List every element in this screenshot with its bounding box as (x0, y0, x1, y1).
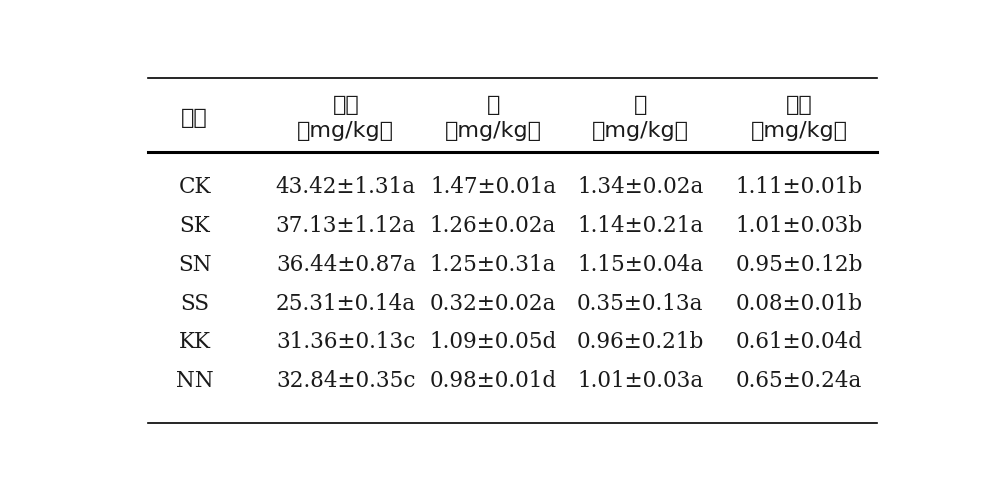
Text: 37.13±1.12a: 37.13±1.12a (276, 214, 416, 236)
Text: 0.65±0.24a: 0.65±0.24a (736, 369, 862, 392)
Text: 0.35±0.13a: 0.35±0.13a (577, 292, 704, 314)
Text: 1.47±0.01a: 1.47±0.01a (430, 176, 556, 197)
Text: 0.32±0.02a: 0.32±0.02a (430, 292, 556, 314)
Text: 叶: 叶 (634, 95, 647, 115)
Text: 0.08±0.01b: 0.08±0.01b (736, 292, 863, 314)
Text: 禽粒: 禽粒 (786, 95, 813, 115)
Text: CK: CK (178, 176, 211, 197)
Text: 0.95±0.12b: 0.95±0.12b (736, 253, 863, 275)
Text: 31.36±0.13c: 31.36±0.13c (276, 331, 416, 353)
Text: （mg/kg）: （mg/kg） (592, 121, 689, 141)
Text: 1.15±0.04a: 1.15±0.04a (577, 253, 704, 275)
Text: 0.96±0.21b: 0.96±0.21b (577, 331, 704, 353)
Text: 1.26±0.02a: 1.26±0.02a (430, 214, 556, 236)
Text: （mg/kg）: （mg/kg） (445, 121, 542, 141)
Text: 1.09±0.05d: 1.09±0.05d (430, 331, 557, 353)
Text: SN: SN (178, 253, 212, 275)
Text: 0.98±0.01d: 0.98±0.01d (430, 369, 557, 392)
Text: 32.84±0.35c: 32.84±0.35c (276, 369, 416, 392)
Text: 36.44±0.87a: 36.44±0.87a (276, 253, 416, 275)
Text: 根系: 根系 (332, 95, 359, 115)
Text: （mg/kg）: （mg/kg） (751, 121, 848, 141)
Text: （mg/kg）: （mg/kg） (297, 121, 394, 141)
Text: SK: SK (179, 214, 210, 236)
Text: 43.42±1.31a: 43.42±1.31a (276, 176, 416, 197)
Text: KK: KK (179, 331, 211, 353)
Text: 1.01±0.03a: 1.01±0.03a (577, 369, 704, 392)
Text: 1.25±0.31a: 1.25±0.31a (430, 253, 556, 275)
Text: 0.61±0.04d: 0.61±0.04d (736, 331, 863, 353)
Text: 茎: 茎 (486, 95, 500, 115)
Text: 25.31±0.14a: 25.31±0.14a (276, 292, 416, 314)
Text: 1.14±0.21a: 1.14±0.21a (577, 214, 704, 236)
Text: 1.01±0.03b: 1.01±0.03b (736, 214, 863, 236)
Text: 1.34±0.02a: 1.34±0.02a (577, 176, 704, 197)
Text: 处理: 处理 (181, 108, 208, 128)
Text: 1.11±0.01b: 1.11±0.01b (736, 176, 863, 197)
Text: SS: SS (180, 292, 209, 314)
Text: NN: NN (176, 369, 214, 392)
